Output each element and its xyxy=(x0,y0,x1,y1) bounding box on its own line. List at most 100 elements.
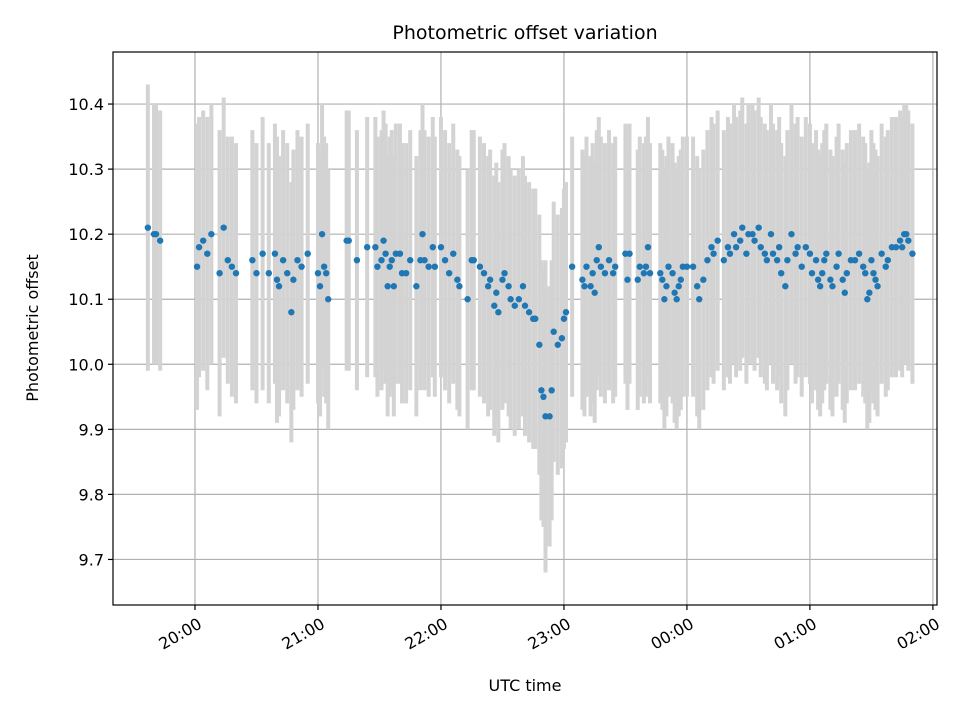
data-point xyxy=(794,243,801,251)
data-point xyxy=(519,283,527,290)
error-bars xyxy=(145,84,915,573)
data-point xyxy=(866,289,873,296)
data-point xyxy=(601,270,609,277)
data-point xyxy=(386,263,393,270)
data-point xyxy=(382,250,389,257)
data-point xyxy=(605,256,613,264)
y-axis-title: Photometric offset xyxy=(23,254,42,402)
data-point xyxy=(878,250,885,257)
data-point xyxy=(558,335,566,342)
data-point xyxy=(868,256,875,264)
data-point xyxy=(589,270,596,277)
data-point xyxy=(661,296,668,303)
data-point xyxy=(199,237,207,244)
data-point xyxy=(896,237,904,244)
x-tick-label: 20:00 xyxy=(156,614,205,654)
data-point xyxy=(665,263,672,270)
data-point xyxy=(304,250,311,257)
data-point xyxy=(550,328,557,335)
data-point xyxy=(156,237,164,244)
data-point xyxy=(743,250,750,257)
data-point xyxy=(431,263,439,270)
data-point xyxy=(882,263,889,270)
data-point xyxy=(671,289,678,296)
data-point xyxy=(402,270,410,277)
data-point xyxy=(363,243,371,251)
data-point xyxy=(788,230,795,238)
data-point xyxy=(232,270,240,277)
data-point xyxy=(476,263,484,270)
data-point xyxy=(909,250,916,257)
y-tick-label: 10.1 xyxy=(68,290,104,309)
data-point xyxy=(591,289,598,296)
data-point xyxy=(626,250,633,257)
data-point xyxy=(493,289,500,296)
data-point xyxy=(819,270,826,277)
data-point xyxy=(689,263,697,270)
data-point xyxy=(792,250,799,257)
data-point xyxy=(751,237,758,244)
data-point xyxy=(480,270,488,277)
data-point xyxy=(456,283,463,290)
data-point xyxy=(640,270,648,277)
data-point xyxy=(778,270,785,277)
data-point xyxy=(693,283,701,290)
data-point xyxy=(730,230,738,238)
data-point xyxy=(345,237,352,244)
data-point xyxy=(816,283,824,290)
data-point xyxy=(450,250,457,257)
data-point xyxy=(536,341,543,348)
data-point xyxy=(843,270,851,277)
data-point xyxy=(821,256,828,264)
data-point xyxy=(271,250,279,257)
data-point xyxy=(624,276,631,283)
data-point xyxy=(775,243,783,251)
data-point xyxy=(322,270,330,277)
data-point xyxy=(644,243,652,251)
data-point xyxy=(279,256,287,264)
data-point xyxy=(384,283,391,290)
y-tick-label: 10.2 xyxy=(68,225,104,244)
data-point xyxy=(851,256,859,264)
x-tick-label: 23:00 xyxy=(525,614,574,654)
data-point xyxy=(396,250,404,257)
data-point xyxy=(454,276,461,283)
data-point xyxy=(441,256,449,264)
data-point xyxy=(704,256,711,264)
data-point xyxy=(798,263,805,270)
data-point xyxy=(659,276,666,283)
data-point xyxy=(581,283,588,290)
x-axis-title: UTC time xyxy=(489,676,562,695)
x-axis: 20:00 21:00 22:00 23:00 00:00 01:00 02:00 xyxy=(156,605,943,654)
data-point xyxy=(501,270,508,277)
data-point xyxy=(827,276,834,283)
data-points xyxy=(144,224,916,420)
data-point xyxy=(318,230,326,238)
data-point xyxy=(249,256,256,264)
data-point xyxy=(380,237,387,244)
data-point xyxy=(208,230,215,238)
data-point xyxy=(314,270,322,277)
data-point xyxy=(767,230,775,238)
data-point xyxy=(374,263,381,270)
y-tick-label: 9.9 xyxy=(79,420,104,439)
data-point xyxy=(228,263,236,270)
data-point xyxy=(673,296,680,303)
y-axis: 9.7 9.8 9.9 10.0 10.1 10.2 10.3 10.4 xyxy=(68,95,113,569)
data-point xyxy=(872,276,879,283)
data-point xyxy=(195,243,203,251)
data-point xyxy=(548,387,555,394)
data-point xyxy=(505,283,512,290)
data-point xyxy=(737,237,744,244)
data-point xyxy=(669,270,676,277)
data-point xyxy=(515,296,523,303)
data-point xyxy=(802,243,810,251)
data-point xyxy=(773,256,781,264)
data-point xyxy=(657,270,664,277)
data-point xyxy=(755,224,762,231)
data-point xyxy=(220,224,227,231)
data-point xyxy=(609,270,617,277)
data-point xyxy=(425,263,432,270)
data-point xyxy=(568,263,576,270)
data-point xyxy=(642,263,650,270)
